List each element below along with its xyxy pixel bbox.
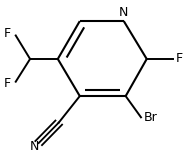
Text: F: F bbox=[4, 78, 11, 90]
Text: N: N bbox=[30, 140, 40, 153]
Text: Br: Br bbox=[144, 111, 158, 124]
Text: N: N bbox=[119, 6, 128, 19]
Text: F: F bbox=[4, 27, 11, 40]
Text: F: F bbox=[175, 52, 183, 66]
